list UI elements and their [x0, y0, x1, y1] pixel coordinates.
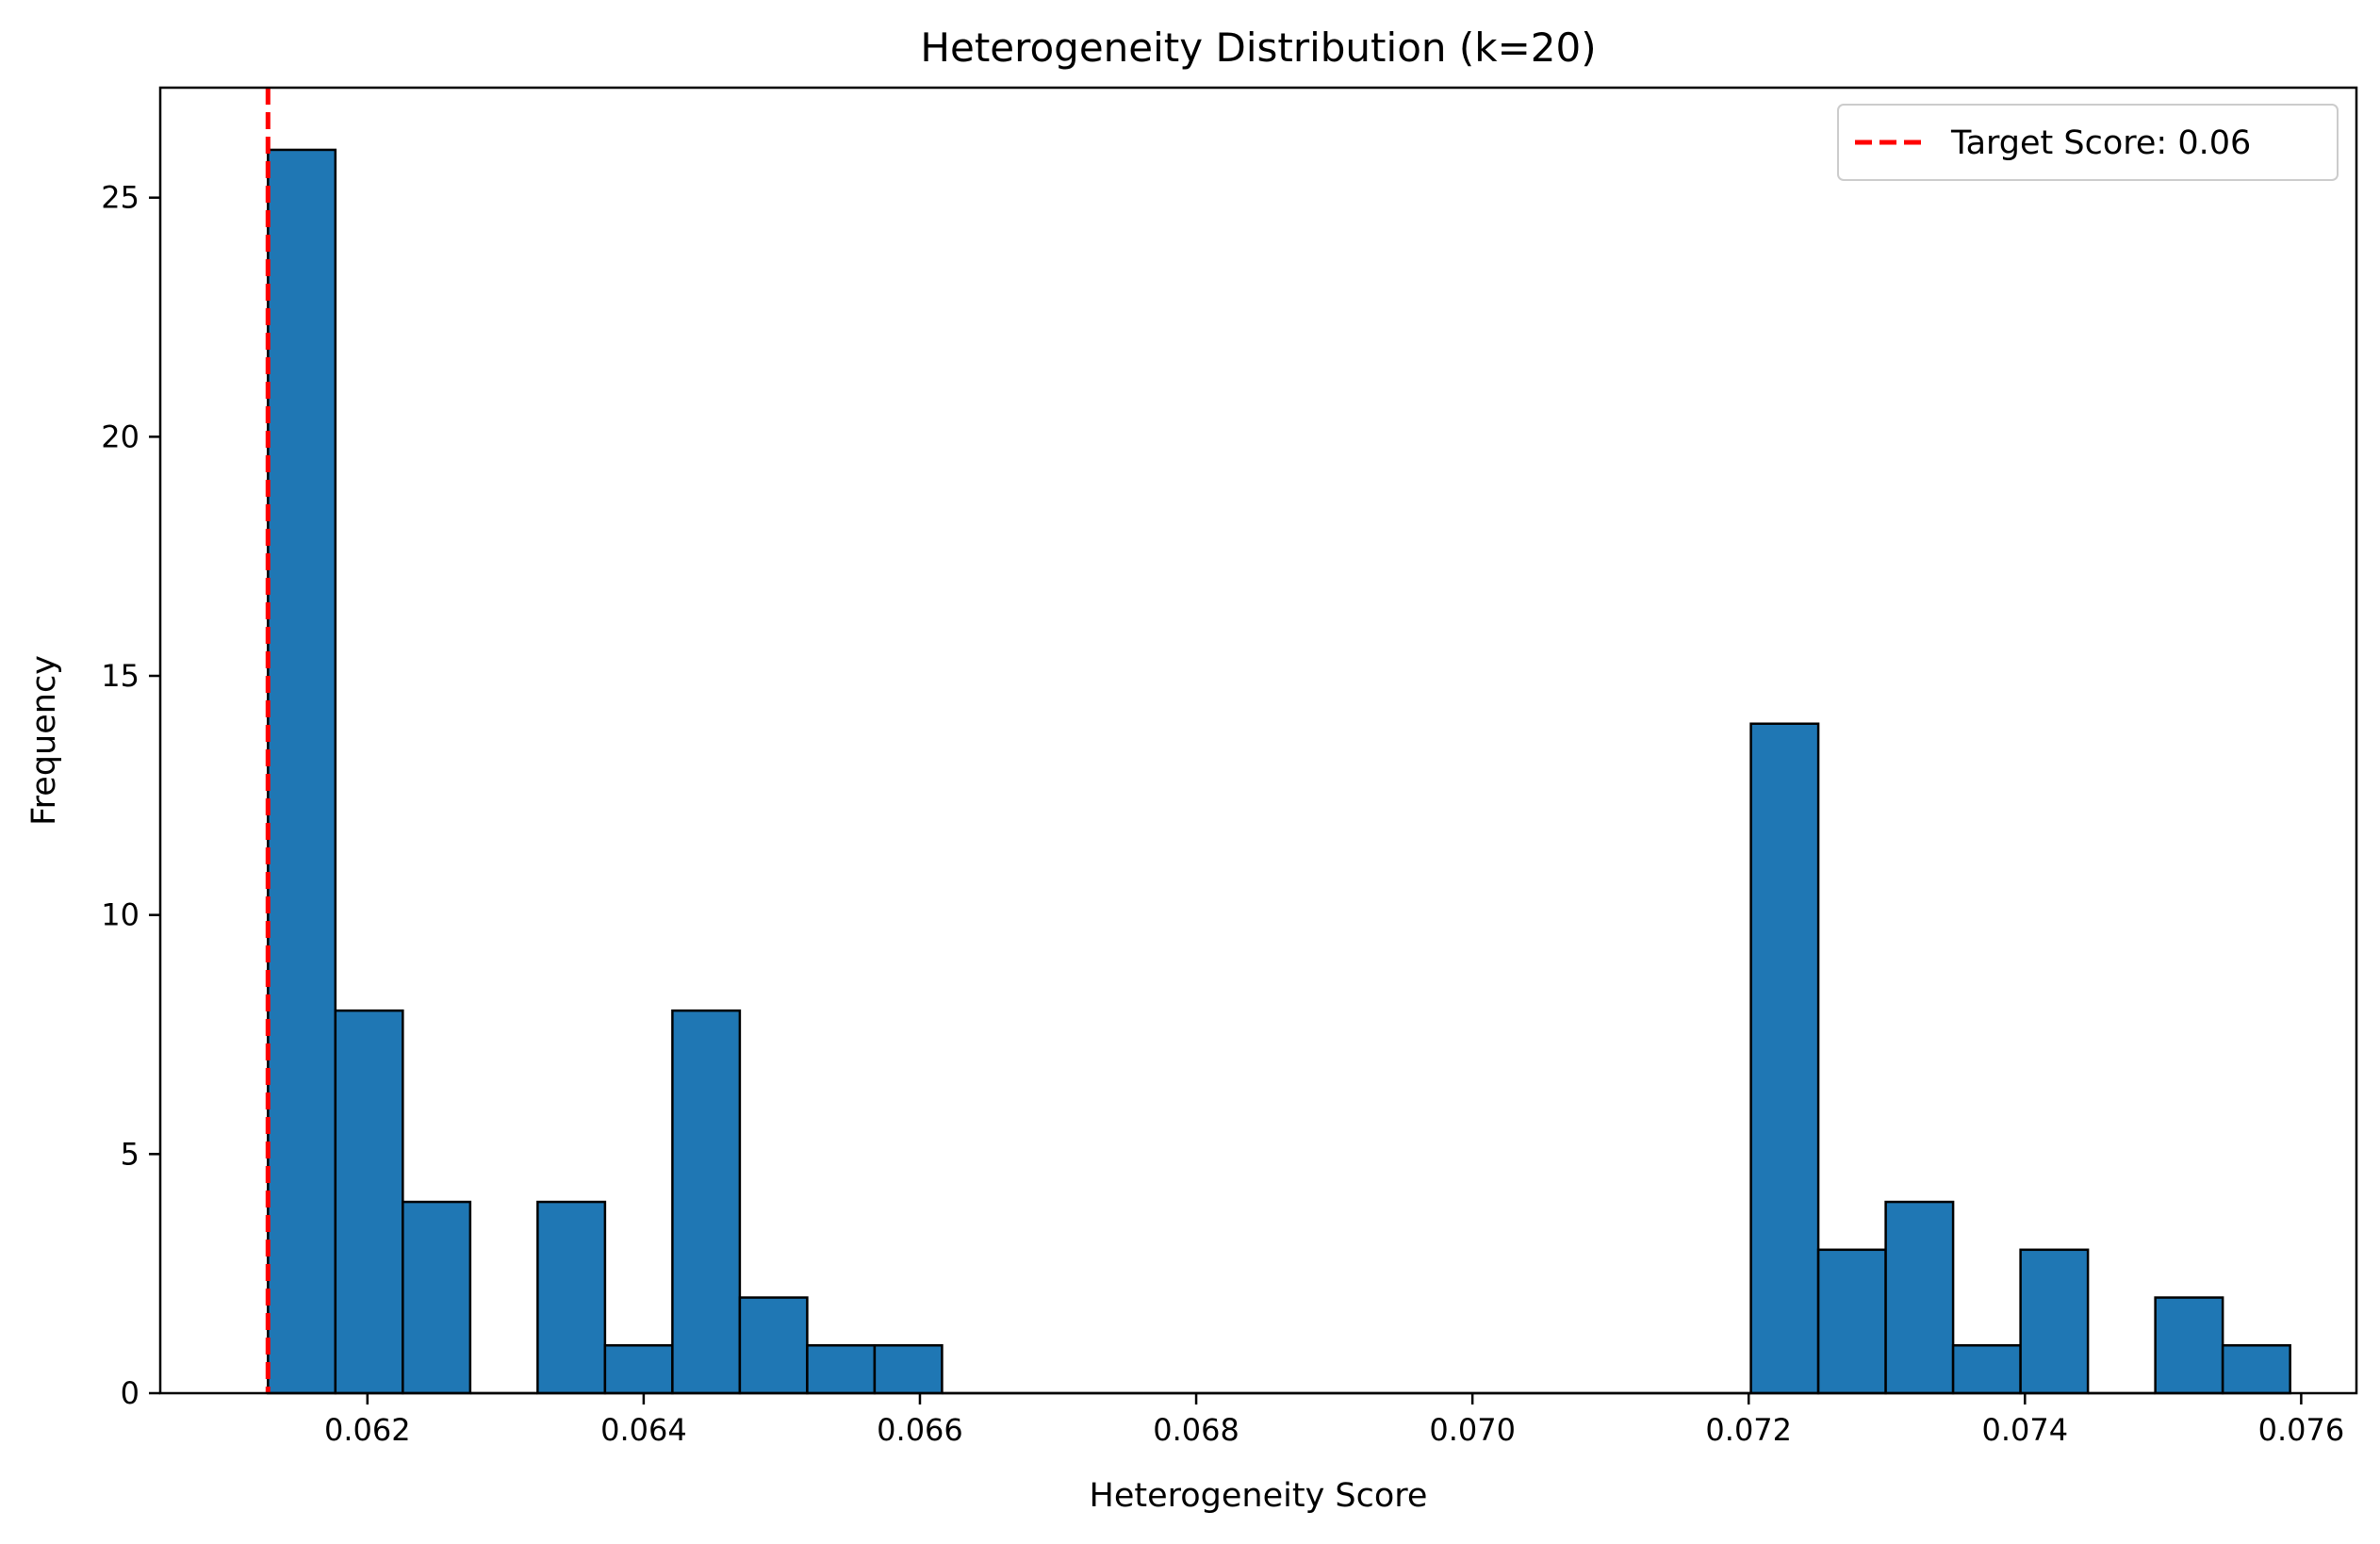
histogram-bar	[873, 1344, 944, 1395]
x-tick-label: 0.066	[877, 1412, 963, 1448]
y-tick-label: 25	[101, 180, 140, 216]
histogram-bar	[2154, 1296, 2224, 1395]
histogram-bar	[334, 1009, 404, 1395]
histogram-bar	[1749, 722, 1820, 1395]
x-tick-label: 0.072	[1705, 1412, 1792, 1448]
legend: Target Score: 0.06	[1837, 104, 2339, 181]
x-tick-label: 0.068	[1153, 1412, 1239, 1448]
x-tick-label: 0.074	[1981, 1412, 2068, 1448]
histogram-bar	[1816, 1248, 1887, 1395]
chart-title: Heterogeneity Distribution (k=20)	[920, 25, 1596, 71]
x-tick-label: 0.062	[324, 1412, 411, 1448]
legend-box	[1837, 104, 2339, 181]
x-tick-label: 0.076	[2258, 1412, 2345, 1448]
x-axis-label: Heterogeneity Score	[1090, 1477, 1428, 1515]
x-tick-label: 0.070	[1429, 1412, 1516, 1448]
histogram-bar	[671, 1009, 742, 1395]
histogram-bar	[2221, 1344, 2291, 1395]
histogram-bar	[738, 1296, 809, 1395]
y-tick-label: 10	[101, 897, 140, 933]
histogram-bar	[267, 148, 337, 1395]
x-axis-ticks: 0.062 0.064 0.066 0.068 0.070 0.072 0.074 0.076	[324, 1393, 2344, 1448]
y-tick-label: 20	[101, 419, 140, 454]
histogram-bar	[806, 1344, 877, 1395]
axes-frame	[158, 86, 2358, 1395]
histogram-bar	[1884, 1200, 1955, 1395]
histogram-bar	[603, 1344, 674, 1395]
histogram-bar	[402, 1200, 472, 1395]
histogram-bar	[2019, 1248, 2090, 1395]
histogram-bar	[1951, 1344, 2022, 1395]
y-tick-label: 5	[121, 1136, 140, 1172]
y-tick-label: 15	[101, 658, 140, 694]
x-tick-label: 0.064	[600, 1412, 687, 1448]
y-tick-label: 0	[121, 1375, 140, 1411]
bars-group	[267, 148, 2291, 1395]
histogram-bar	[536, 1200, 607, 1395]
y-axis-ticks: 0 5 10 15 20 25	[101, 180, 160, 1411]
y-axis-label: Frequency	[25, 655, 63, 826]
legend-label: Target Score: 0.06	[1950, 124, 2251, 162]
